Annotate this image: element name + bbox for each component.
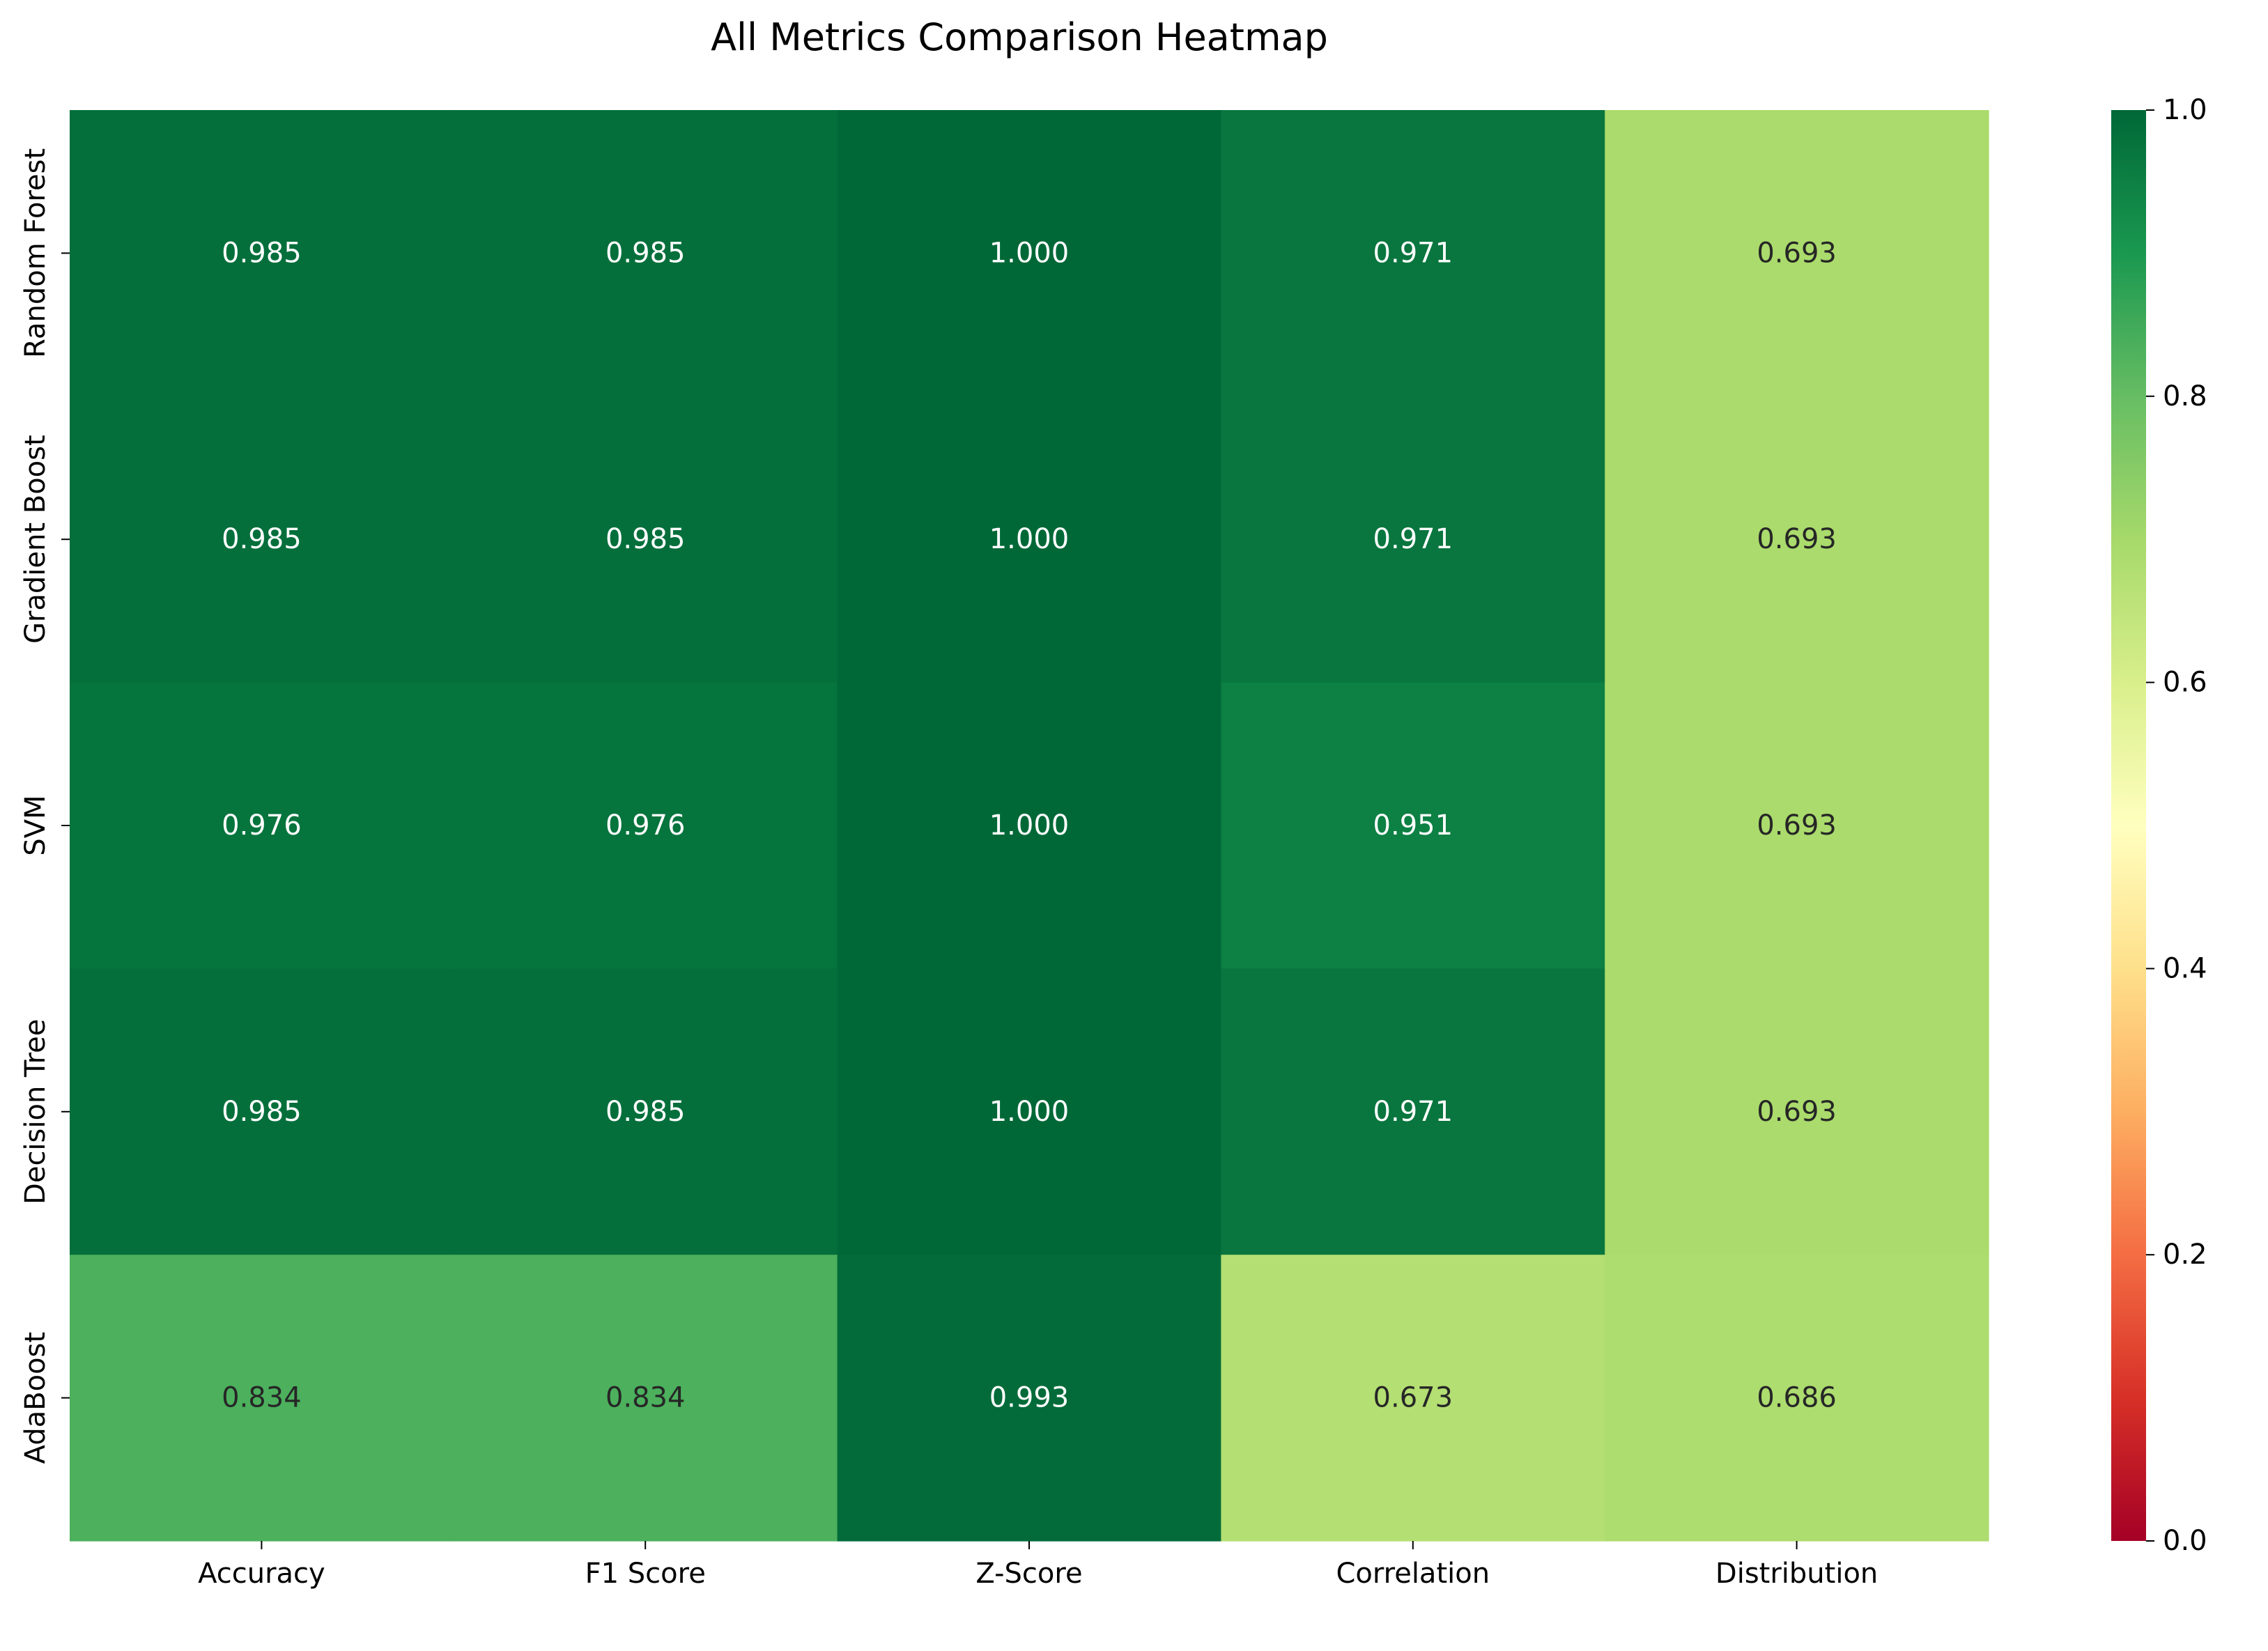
cell-value-label: 0.693 (1757, 523, 1837, 555)
x-tick-label: F1 Score (585, 1558, 706, 1590)
heatmap-cell (837, 682, 1221, 969)
heatmap-cell (1221, 1255, 1605, 1542)
heatmap-cell (837, 396, 1221, 683)
heatmap-cell (453, 110, 838, 397)
heatmap-cell (1221, 110, 1605, 397)
cell-value-label: 0.834 (605, 1382, 686, 1414)
heatmap-cell (453, 682, 838, 969)
x-tick-label: Correlation (1336, 1558, 1490, 1590)
heatmap-cell (453, 1255, 838, 1542)
cell-value-label: 0.951 (1373, 809, 1453, 842)
colorbar-tick-label: 0.0 (2163, 1525, 2207, 1557)
cell-value-label: 1.000 (989, 523, 1070, 555)
cell-value-label: 0.985 (605, 1096, 686, 1128)
y-tick-label: Gradient Boost (20, 435, 52, 644)
heatmap-cell (837, 968, 1221, 1255)
heatmap-cell (1221, 396, 1605, 683)
cell-value-label: 0.985 (222, 523, 302, 555)
y-tick-label: Decision Tree (20, 1019, 52, 1204)
heatmap-cell (453, 396, 838, 683)
cell-value-label: 0.971 (1373, 523, 1453, 555)
heatmap-cell (1605, 396, 1989, 683)
colorbar-gradient (2111, 110, 2146, 1541)
cell-value-label: 0.693 (1757, 809, 1837, 842)
x-tick-label: Distribution (1715, 1558, 1878, 1590)
colorbar-tick-label: 0.4 (2163, 952, 2207, 984)
cell-value-label: 1.000 (989, 237, 1070, 269)
y-axis: Random Forest Gradient Boost SVM Decision T… (20, 148, 70, 1464)
heatmap-cell-labels: 0.985 0.985 1.000 0.971 0.693 0.985 0.985 1.000… (222, 237, 1837, 1413)
chart-title: All Metrics Comparison Heatmap (711, 15, 1328, 59)
cell-value-label: 0.834 (222, 1382, 302, 1414)
heatmap-cell (1221, 968, 1605, 1255)
x-tick-label: Z-Score (975, 1558, 1082, 1590)
colorbar-tick-label: 0.8 (2163, 380, 2207, 412)
y-tick-label: Random Forest (20, 148, 52, 358)
cell-value-label: 0.976 (605, 809, 686, 842)
cell-value-label: 1.000 (989, 1096, 1070, 1128)
cell-value-label: 0.971 (1373, 237, 1453, 269)
x-axis: Accuracy F1 Score Z-Score Correlation Distri… (198, 1541, 1878, 1590)
cell-value-label: 0.693 (1757, 1096, 1837, 1128)
heatmap-cells (70, 110, 1989, 1542)
cell-value-label: 0.985 (222, 237, 302, 269)
heatmap-cell (1605, 1255, 1989, 1542)
cell-value-label: 0.985 (605, 523, 686, 555)
cell-value-label: 0.985 (605, 237, 686, 269)
heatmap-cell (837, 1255, 1221, 1542)
cell-value-label: 0.993 (989, 1382, 1070, 1414)
cell-value-label: 0.976 (222, 809, 302, 842)
cell-value-label: 0.673 (1373, 1382, 1453, 1414)
cell-value-label: 1.000 (989, 809, 1070, 842)
colorbar-tick-label: 0.6 (2163, 667, 2207, 699)
heatmap-cell (1605, 110, 1989, 397)
colorbar-ticks: 0.0 0.2 0.4 0.6 0.8 1.0 (2146, 94, 2207, 1557)
heatmap-cell (70, 110, 454, 397)
y-tick-label: AdaBoost (20, 1332, 52, 1464)
heatmap-cell (453, 968, 838, 1255)
cell-value-label: 0.693 (1757, 237, 1837, 269)
heatmap-cell (837, 110, 1221, 397)
heatmap-cell (70, 682, 454, 969)
y-tick-label: SVM (20, 795, 52, 855)
heatmap-cell (1605, 968, 1989, 1255)
cell-value-label: 0.686 (1757, 1382, 1837, 1414)
cell-value-label: 0.985 (222, 1096, 302, 1128)
colorbar (2111, 110, 2146, 1541)
heatmap-cell (70, 396, 454, 683)
heatmap-cell (1605, 682, 1989, 969)
cell-value-label: 0.971 (1373, 1096, 1453, 1128)
heatmap-cell (70, 1255, 454, 1542)
heatmap-cell (70, 968, 454, 1255)
heatmap-cell (1221, 682, 1605, 969)
x-tick-label: Accuracy (198, 1558, 325, 1590)
colorbar-tick-label: 1.0 (2163, 94, 2207, 126)
colorbar-tick-label: 0.2 (2163, 1239, 2207, 1271)
